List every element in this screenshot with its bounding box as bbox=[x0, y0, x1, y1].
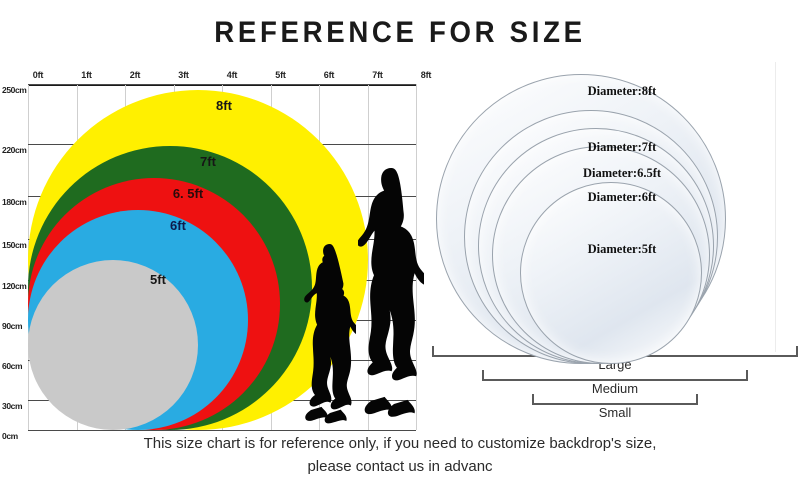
y-tick-label: 60cm bbox=[2, 361, 23, 371]
bracket-tick-right bbox=[796, 346, 798, 356]
disc-label-5ft: Diameter:5ft bbox=[587, 242, 657, 256]
gridline-horizontal bbox=[28, 430, 416, 431]
footer-line-1: This size chart is for reference only, i… bbox=[143, 435, 657, 452]
arc-label-8ft: 8ft bbox=[216, 98, 232, 113]
x-tick-label: 6ft bbox=[323, 70, 335, 80]
y-tick-label: 250cm bbox=[2, 85, 27, 95]
y-tick-label: 0cm bbox=[2, 431, 18, 441]
adult-silhouette bbox=[358, 165, 424, 430]
y-tick-label: 180cm bbox=[2, 197, 27, 207]
disc-label-6ft: Diameter:6ft bbox=[587, 190, 657, 204]
backdrop-disc-diagram: Diameter:8ft Diameter:7ft Diameter:6.5ft Di… bbox=[430, 62, 800, 364]
x-tick-label: 2ft bbox=[129, 70, 141, 80]
bracket-medium bbox=[482, 370, 748, 381]
disc-label-7ft: Diameter:7ft bbox=[587, 140, 657, 154]
footer-note: This size chart is for reference only, i… bbox=[40, 432, 760, 479]
x-tick-label: 1ft bbox=[81, 70, 92, 80]
y-tick-label: 220cm bbox=[2, 145, 27, 155]
page-title: REFERENCE FOR SIZE bbox=[214, 16, 586, 49]
y-tick-label: 90cm bbox=[2, 321, 23, 331]
gridline-vertical bbox=[367, 84, 369, 430]
plot-area: 0ft 1ft 2ft 3ft 4ft 5ft 6ft 7ft 8ft 250cm 220cm 18… bbox=[2, 70, 431, 441]
x-tick-label: 7ft bbox=[372, 70, 383, 80]
arc-label-6ft: 6ft bbox=[170, 218, 186, 233]
y-tick-label: 150cm bbox=[2, 240, 27, 250]
bracket-tick-left bbox=[532, 394, 534, 404]
bracket-tick-right bbox=[696, 394, 698, 404]
disc-label-6-5ft: Diameter:6.5ft bbox=[582, 166, 662, 180]
arc-label-5ft: 5ft bbox=[150, 272, 166, 287]
arc-label-6-5ft: 6. 5ft bbox=[172, 186, 204, 201]
x-tick-label: 5ft bbox=[275, 70, 286, 80]
bracket-small bbox=[532, 394, 698, 405]
bracket-tick-left bbox=[432, 346, 434, 356]
panel-divider bbox=[775, 62, 776, 352]
x-tick-label: 0ft bbox=[32, 70, 44, 80]
footer-line-2: please contact us in advanc bbox=[307, 458, 493, 476]
bracket-bar bbox=[532, 403, 698, 405]
child-silhouette bbox=[300, 240, 356, 430]
disc-5ft bbox=[520, 182, 702, 364]
arc-label-7ft: 7ft bbox=[200, 154, 216, 169]
gridline-vertical bbox=[416, 84, 417, 430]
x-tick-label: 3ft bbox=[178, 70, 189, 80]
gridline-horizontal bbox=[28, 84, 416, 85]
height-comparison-chart: 0ft 1ft 2ft 3ft 4ft 5ft 6ft 7ft 8ft 250cm 220cm 18… bbox=[0, 70, 431, 441]
x-tick-label: 8ft bbox=[420, 70, 432, 80]
bracket-label-small: Small bbox=[598, 405, 632, 420]
size-arc-5ft bbox=[28, 260, 198, 430]
bracket-label-medium: Medium bbox=[591, 381, 639, 396]
bracket-tick-right bbox=[746, 370, 748, 380]
x-tick-label: 4ft bbox=[226, 70, 238, 80]
bracket-bar bbox=[482, 379, 748, 381]
y-tick-label: 120cm bbox=[2, 281, 27, 291]
bracket-tick-left bbox=[482, 370, 484, 380]
y-tick-label: 30cm bbox=[2, 401, 23, 411]
disc-label-8ft: Diameter:8ft bbox=[587, 84, 657, 98]
